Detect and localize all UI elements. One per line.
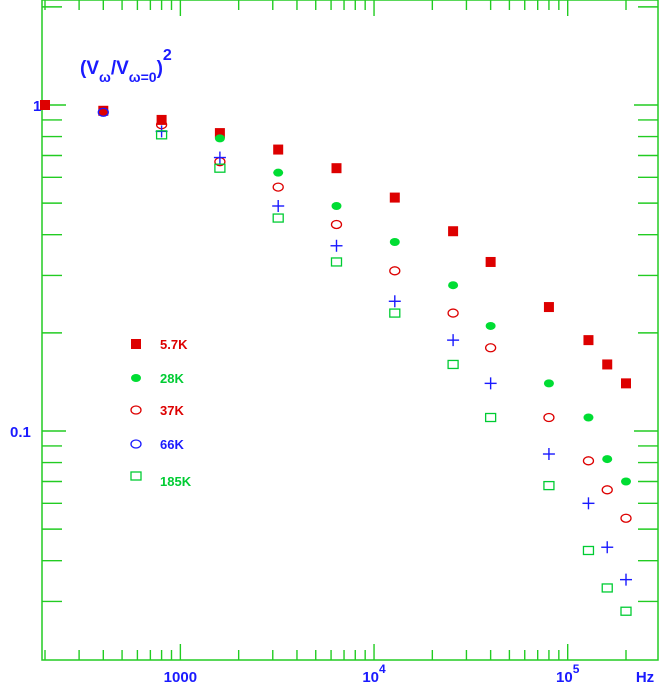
legend-label-185k: 185K [160, 474, 192, 489]
series-5.7k-point [331, 163, 342, 174]
series-185k-point [447, 359, 459, 370]
series-28k-point [389, 237, 400, 246]
series-66k-point [484, 377, 497, 390]
series-28k-point [583, 413, 594, 422]
series-66k-point [542, 448, 555, 461]
series-28k-point [273, 168, 284, 177]
series-28k-point [543, 379, 554, 388]
series-28k-point [602, 455, 613, 464]
legend: 5.7K 28K 37K 66K 185K [130, 337, 192, 489]
series-28k-point [331, 201, 342, 210]
data-points [40, 100, 632, 616]
x-tick-labels: 1000 104 105 Hz [164, 662, 654, 686]
series-185k-point [582, 545, 595, 556]
y-tick-label: 1 [33, 98, 41, 115]
series-28k-point [621, 477, 631, 486]
series-5.7k-point [40, 100, 50, 110]
legend-marker-185k [130, 471, 142, 481]
series-37k-point [601, 485, 613, 495]
series-185k-point [155, 130, 168, 140]
series-5.7k-point [583, 335, 594, 346]
series-5.7k-point [389, 192, 400, 203]
plot-frame [41, 0, 659, 661]
y-axis-label: (Vω/Vω=0)2 [80, 47, 172, 85]
series-37k-point [484, 343, 497, 353]
series-28k-point [214, 134, 225, 143]
series-5.7k-point [98, 105, 109, 116]
series-37k-point [330, 219, 343, 230]
legend-marker-66k [130, 439, 142, 449]
series-37k-point [582, 456, 595, 466]
series-37k-point [389, 266, 401, 276]
series-5.7k-point [448, 226, 459, 237]
series-37k-point [272, 182, 284, 192]
series-185k-point [601, 583, 613, 593]
series-5.7k-point [485, 256, 496, 267]
series-37k-point [543, 412, 555, 423]
series-5.7k-point [621, 378, 631, 389]
y-tick-labels: 10.1 [10, 98, 41, 441]
series-66k-point [97, 107, 109, 117]
series-28k-point [448, 281, 459, 290]
legend-label-5.7k: 5.7K [160, 337, 188, 352]
series-66k-point [330, 239, 343, 252]
series-66k-point [582, 497, 595, 510]
series-5.7k-point [273, 144, 284, 155]
series-5.7k-point [214, 128, 225, 139]
axis-ticks [42, 0, 658, 660]
series-185k-point [214, 163, 226, 173]
series-185k-point [330, 257, 343, 267]
series-185k-point [620, 606, 632, 616]
series-28k-point [485, 321, 496, 330]
series-37k-point [447, 308, 459, 318]
svg-text:(Vω/Vω=0)2: (Vω/Vω=0)2 [80, 47, 172, 85]
series-5.7k-point [602, 359, 613, 370]
x-tick-label: 1000 [164, 669, 197, 686]
x-tick-label: 104 [362, 662, 386, 686]
x-tick-label: 105 [556, 662, 580, 686]
series-185k-point [543, 480, 555, 491]
series-66k-point [388, 295, 401, 308]
legend-label-37k: 37K [160, 403, 184, 418]
y-tick-label: 0.1 [10, 424, 31, 441]
series-185k-point [389, 308, 401, 318]
series-5.7k-point [156, 114, 167, 125]
series-5.7k-point [543, 302, 554, 313]
legend-label-66k: 66K [160, 437, 184, 452]
series-66k-point [272, 199, 285, 212]
legend-marker-28k [131, 374, 141, 382]
x-unit-label: Hz [636, 669, 654, 686]
series-66k-point [620, 573, 632, 586]
legend-marker-5.7k [131, 339, 141, 349]
legend-marker-37k [130, 405, 142, 415]
series-185k-point [272, 213, 284, 223]
series-37k-point [620, 513, 632, 523]
series-185k-point [484, 412, 497, 423]
legend-label-28k: 28K [160, 371, 184, 386]
series-66k-point [447, 334, 460, 347]
series-66k-point [213, 151, 226, 164]
series-66k-point [601, 541, 614, 554]
